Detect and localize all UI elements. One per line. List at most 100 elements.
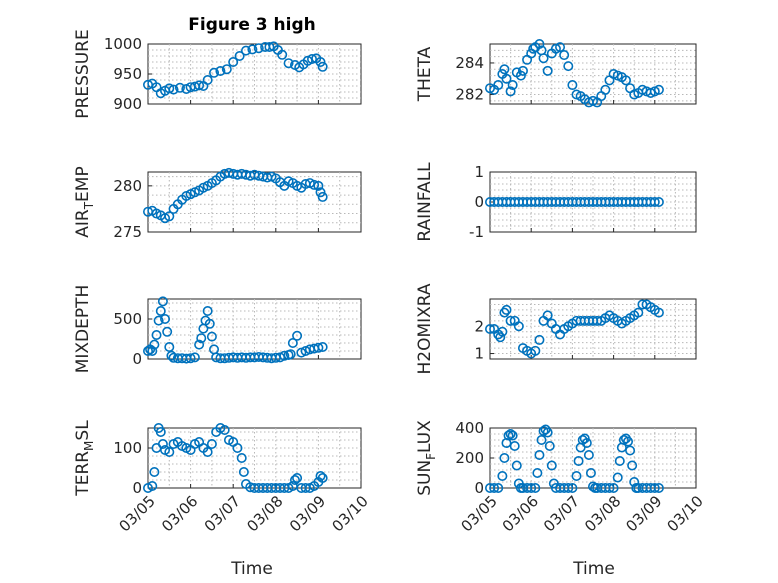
sun_flux-point — [649, 482, 660, 493]
h2omixra-y-axis-label: H2OMIXRA — [415, 283, 435, 374]
sun_flux-xtick-label: 03/08 — [581, 492, 624, 535]
mixdepth-point — [185, 353, 196, 364]
sun_flux-point — [511, 460, 522, 471]
sun_flux-point — [546, 460, 557, 471]
theta-ytick-label: 284 — [455, 54, 484, 72]
mixdepth-point — [153, 315, 164, 326]
air_temp-y-axis-label: AIRTEMP — [73, 166, 96, 237]
mixdepth-ytick-label: 0 — [132, 350, 142, 368]
pressure-point — [234, 50, 245, 61]
theta-point — [542, 65, 553, 76]
mixdepth-point — [189, 352, 200, 363]
sun_flux-point — [532, 467, 543, 478]
pressure-point — [317, 61, 328, 72]
sun_flux-xtick-label: 03/10 — [664, 492, 707, 535]
figure-title: Figure 3 high — [188, 15, 316, 35]
air_temp-axes-box — [147, 171, 362, 233]
theta-point — [559, 50, 570, 61]
sun_flux-point — [530, 482, 541, 493]
terr_msl-xtick-label: 03/10 — [329, 492, 372, 535]
h2omixra-point — [633, 307, 644, 318]
pressure-point — [247, 44, 258, 55]
mixdepth-point — [196, 333, 207, 344]
mixdepth-point — [157, 296, 168, 307]
rainfall-ytick-label: 1 — [474, 163, 484, 181]
pressure-point — [253, 43, 264, 54]
sun_flux-point — [604, 482, 615, 493]
terr_msl-point — [147, 480, 158, 491]
mixdepth-point — [160, 313, 171, 324]
theta-point — [501, 73, 512, 84]
sun_flux-point — [489, 482, 500, 493]
sun_flux-axes-box — [489, 427, 697, 489]
air_temp-ytick-label: 275 — [113, 223, 142, 241]
h2omixra-point — [513, 321, 524, 332]
h2omixra-point — [542, 310, 553, 321]
pressure-point — [215, 66, 226, 77]
terr_msl-xtick-label: 03/06 — [158, 492, 201, 535]
pressure-point — [194, 80, 205, 91]
h2omixra-point — [484, 323, 495, 334]
air_temp-point — [315, 187, 326, 198]
sun_flux-xtick-label: 03/06 — [499, 492, 542, 535]
rainfall-y-axis-label: RAINFALL — [415, 162, 435, 242]
terr_msl-xtick-label: 03/07 — [201, 492, 244, 535]
x-axis-label-right: Time — [572, 559, 615, 579]
h2omixra-point — [495, 332, 506, 343]
theta-y-axis-label: THETA — [415, 46, 435, 102]
theta-point — [567, 80, 578, 91]
terr_msl-point — [232, 442, 243, 453]
sun_flux-point — [581, 437, 592, 448]
rainfall-ytick-label: -1 — [469, 223, 484, 241]
rainfall-point — [649, 197, 660, 208]
theta-point — [620, 75, 631, 86]
terr_msl-point — [292, 472, 303, 483]
sun_flux-point — [614, 455, 625, 466]
mixdepth-point — [149, 339, 160, 350]
terr_msl-xtick-label: 03/05 — [116, 492, 159, 535]
h2omixra-ytick-label: 2 — [474, 317, 484, 335]
mixdepth-axes-box — [147, 298, 362, 360]
pressure-point — [315, 56, 326, 67]
sun_flux-point — [563, 482, 574, 493]
sun_flux-point — [653, 482, 664, 493]
mixdepth-point — [155, 305, 166, 316]
sun_flux-point — [573, 455, 584, 466]
sun_flux-point — [625, 445, 636, 456]
pressure-point — [228, 56, 239, 67]
sun_flux-point — [534, 449, 545, 460]
panel-air_temp: 275 280 AIRTEMP — [73, 166, 362, 241]
x-axis-label-left: Time — [230, 559, 273, 579]
mixdepth-point — [164, 341, 175, 352]
sun_flux-point — [612, 472, 623, 483]
sun_flux-point — [608, 482, 619, 493]
terr_msl-point — [315, 470, 326, 481]
sun_flux-point — [497, 470, 508, 481]
terr_msl-point — [202, 446, 213, 457]
terr_msl-ytick-label: 100 — [113, 439, 142, 457]
mixdepth-point — [162, 326, 173, 337]
pressure-ytick-label: 1000 — [104, 35, 142, 53]
theta-point — [505, 86, 516, 97]
terr_msl-point — [219, 424, 230, 435]
sun_flux-point — [567, 482, 578, 493]
panel-h2omixra: 1 2 H2OMIXRA — [415, 283, 697, 375]
sun_flux-point — [571, 470, 582, 481]
terr_msl-point — [155, 426, 166, 437]
theta-point — [517, 65, 528, 76]
pressure-point — [264, 41, 275, 52]
sun_flux-point — [493, 482, 504, 493]
sun_flux-y-axis-label: SUNFLUX — [415, 420, 438, 496]
theta-point — [653, 84, 664, 95]
panel-mixdepth: 0 500 MIXDEPTH — [73, 285, 362, 373]
terr_msl-point — [157, 438, 168, 449]
terr_msl-ytick-label: 0 — [132, 479, 142, 497]
panel-rainfall: -1 0 1 RAINFALL — [415, 162, 697, 242]
theta-ytick-label: 282 — [455, 86, 484, 104]
h2omixra-point — [653, 307, 664, 318]
h2omixra-point — [499, 307, 510, 318]
air_temp-point — [313, 180, 324, 191]
pressure-point — [240, 45, 251, 56]
